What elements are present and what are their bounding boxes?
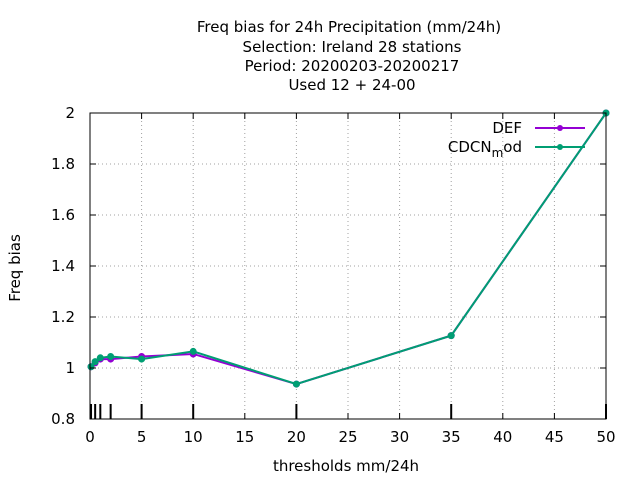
axis-ticks <box>89 112 607 420</box>
x-tick-label: 5 <box>137 428 147 446</box>
y-tick-label: 1 <box>65 359 75 377</box>
x-tick-label: 25 <box>338 428 357 446</box>
legend-entry-def: DEF <box>492 119 585 137</box>
x-tick-label: 20 <box>287 428 306 446</box>
data-point <box>96 354 104 362</box>
data-point <box>91 358 99 366</box>
x-tick-label: 45 <box>545 428 564 446</box>
y-tick-label: 1.6 <box>51 206 75 224</box>
series-cdcn-mod <box>87 109 610 388</box>
series-def <box>87 109 610 388</box>
x-tick-label: 15 <box>235 428 254 446</box>
series-line <box>90 112 607 386</box>
title-line-2: Selection: Ireland 28 stations <box>243 38 462 56</box>
y-tick-label: 2 <box>65 104 75 122</box>
chart-title: Freq bias for 24h Precipitation (mm/24h)… <box>197 18 501 94</box>
y-tick-label: 1.4 <box>51 257 75 275</box>
x-tick-label: 30 <box>390 428 409 446</box>
y-tick-label: 1.2 <box>51 308 75 326</box>
data-point <box>107 353 115 361</box>
title-line-1: Freq bias for 24h Precipitation (mm/24h) <box>197 18 501 36</box>
title-line-3: Period: 20200203-20200217 <box>245 57 460 75</box>
y-tick-label: 0.8 <box>51 410 75 428</box>
data-point <box>189 347 197 355</box>
data-point <box>292 380 300 388</box>
x-tick-label: 40 <box>493 428 512 446</box>
series-layer <box>87 109 610 388</box>
series-line <box>90 112 607 386</box>
legend-marker-def <box>557 125 563 131</box>
legend: DEF CDCNmod <box>448 119 585 160</box>
legend-marker-cdcn-mod <box>557 144 563 150</box>
legend-label-cdcn-mod: CDCNmod <box>448 138 522 160</box>
legend-label-def: DEF <box>492 119 522 137</box>
x-tick-label: 50 <box>596 428 615 446</box>
threshold-marks <box>90 404 607 419</box>
data-point <box>447 332 455 340</box>
grid <box>90 113 606 419</box>
title-line-4: Used 12 + 24-00 <box>288 76 415 94</box>
data-point <box>138 355 146 363</box>
x-axis-label: thresholds mm/24h <box>273 457 419 475</box>
x-tick-label: 10 <box>184 428 203 446</box>
legend-entry-cdcn-mod: CDCNmod <box>448 138 585 160</box>
x-tick-label: 35 <box>442 428 461 446</box>
y-tick-label: 1.8 <box>51 155 75 173</box>
y-axis-label: Freq bias <box>6 234 24 302</box>
tick-labels: 0 5 10 15 20 25 30 35 40 45 50 0.8 1 1.2 1.4 1.6 1.8 2 <box>51 104 615 446</box>
x-tick-label: 0 <box>85 428 95 446</box>
